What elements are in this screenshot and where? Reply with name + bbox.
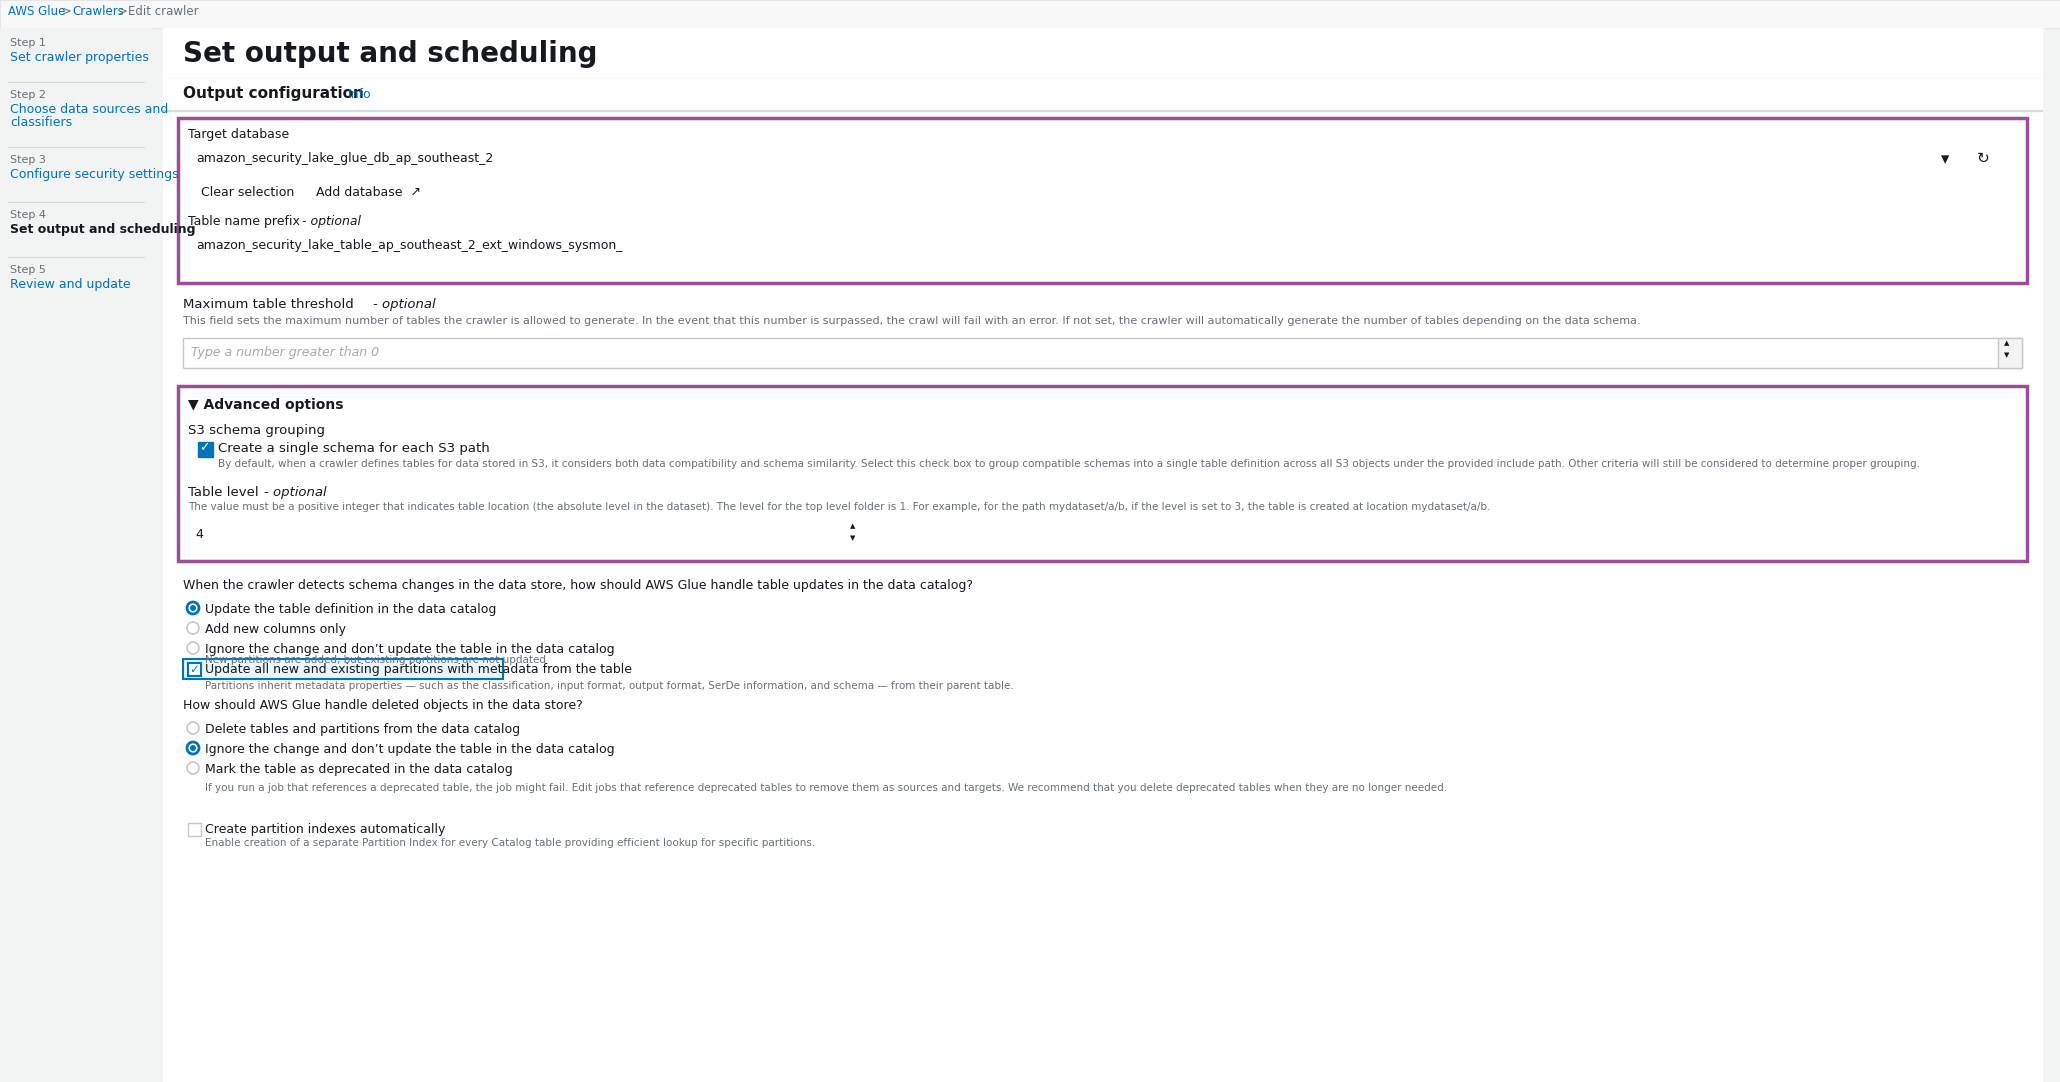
Text: S3 schema grouping: S3 schema grouping: [187, 424, 325, 437]
Bar: [1928, 145, 1967, 173]
Bar: [187, 180, 297, 206]
Bar: [187, 663, 202, 676]
Circle shape: [190, 745, 196, 751]
Text: Ignore the change and don’t update the table in the data catalog: Ignore the change and don’t update the t…: [206, 643, 614, 656]
Text: Enable creation of a separate Partition Index for every Catalog table providing : Enable creation of a separate Partition …: [206, 837, 816, 848]
Text: Step 4: Step 4: [10, 210, 45, 220]
Text: ✓: ✓: [200, 441, 210, 454]
Circle shape: [187, 722, 200, 734]
Text: Edit crawler: Edit crawler: [128, 5, 198, 18]
Bar: [1969, 145, 2000, 173]
Text: >: >: [62, 5, 72, 18]
Text: Step 5: Step 5: [10, 265, 45, 275]
Text: ▲: ▲: [2004, 340, 2008, 346]
Circle shape: [187, 602, 200, 613]
Text: Update the table definition in the data catalog: Update the table definition in the data …: [206, 603, 496, 616]
Text: ▼: ▼: [851, 535, 855, 541]
Bar: [845, 522, 867, 549]
Text: Maximum table threshold: Maximum table threshold: [183, 298, 354, 311]
Text: Step 3: Step 3: [10, 155, 45, 164]
Text: Delete tables and partitions from the data catalog: Delete tables and partitions from the da…: [206, 723, 519, 736]
Text: Choose data sources and: Choose data sources and: [10, 103, 169, 116]
Text: - optional: - optional: [373, 298, 435, 311]
Text: Set output and scheduling: Set output and scheduling: [10, 223, 196, 236]
Bar: [187, 145, 1928, 173]
Text: Output configuration: Output configuration: [183, 85, 365, 101]
Text: When the crawler detects schema changes in the data store, how should AWS Glue h: When the crawler detects schema changes …: [183, 579, 972, 592]
Bar: [163, 78, 2041, 110]
Text: Ignore the change and don’t update the table in the data catalog: Ignore the change and don’t update the t…: [206, 743, 614, 756]
Text: amazon_security_lake_glue_db_ap_southeast_2: amazon_security_lake_glue_db_ap_southeas…: [196, 151, 492, 164]
Text: If you run a job that references a deprecated table, the job might fail. Edit jo: If you run a job that references a depre…: [206, 783, 1446, 793]
Text: 4: 4: [196, 528, 202, 541]
Text: AWS Glue: AWS Glue: [8, 5, 66, 18]
Text: Set output and scheduling: Set output and scheduling: [183, 40, 597, 68]
Text: Set crawler properties: Set crawler properties: [10, 51, 148, 64]
Text: amazon_security_lake_table_ap_southeast_2_ext_windows_sysmon_: amazon_security_lake_table_ap_southeast_…: [196, 239, 622, 252]
Bar: [1998, 338, 2023, 368]
Bar: [303, 180, 418, 206]
Text: How should AWS Glue handle deleted objects in the data store?: How should AWS Glue handle deleted objec…: [183, 699, 583, 712]
Text: Table name prefix: Table name prefix: [187, 215, 301, 228]
Text: ✓: ✓: [190, 663, 200, 676]
Text: - optional: - optional: [303, 215, 360, 228]
Bar: [187, 232, 2017, 260]
Text: By default, when a crawler defines tables for data stored in S3, it considers bo: By default, when a crawler defines table…: [218, 459, 1920, 469]
Text: New partitions are added, but existing partitions are not updated: New partitions are added, but existing p…: [206, 655, 546, 665]
Text: ▼ Advanced options: ▼ Advanced options: [187, 398, 344, 412]
Circle shape: [187, 642, 200, 654]
Circle shape: [187, 762, 200, 774]
Text: Step 2: Step 2: [10, 90, 45, 100]
Text: Review and update: Review and update: [10, 278, 130, 291]
Text: Target database: Target database: [187, 128, 288, 141]
Text: classifiers: classifiers: [10, 116, 72, 129]
Text: Table level: Table level: [187, 486, 260, 499]
Text: - optional: - optional: [264, 486, 328, 499]
Text: ▼: ▼: [2004, 352, 2008, 358]
Text: Configure security settings: Configure security settings: [10, 168, 179, 181]
Bar: [187, 823, 202, 836]
Circle shape: [187, 742, 200, 754]
Bar: [187, 522, 867, 549]
Bar: [198, 443, 212, 457]
Bar: [183, 338, 2023, 368]
Text: ▾: ▾: [1941, 150, 1949, 168]
Text: Crawlers: Crawlers: [72, 5, 124, 18]
Text: Type a number greater than 0: Type a number greater than 0: [192, 346, 379, 359]
Text: Update all new and existing partitions with metadata from the table: Update all new and existing partitions w…: [206, 663, 632, 676]
Text: Clear selection: Clear selection: [202, 186, 295, 199]
Text: The value must be a positive integer that indicates table location (the absolute: The value must be a positive integer tha…: [187, 502, 1489, 512]
Circle shape: [190, 605, 196, 611]
Text: Create a single schema for each S3 path: Create a single schema for each S3 path: [218, 443, 490, 456]
Bar: [177, 386, 2027, 560]
Bar: [0, 0, 2060, 28]
Text: Info: Info: [348, 88, 371, 101]
Circle shape: [187, 622, 200, 634]
Bar: [0, 28, 152, 1082]
Text: This field sets the maximum number of tables the crawler is allowed to generate.: This field sets the maximum number of ta…: [183, 316, 1640, 326]
Text: Create partition indexes automatically: Create partition indexes automatically: [206, 823, 445, 836]
Text: ↻: ↻: [1978, 151, 1990, 166]
Text: >: >: [117, 5, 128, 18]
Text: Add new columns only: Add new columns only: [206, 623, 346, 636]
Text: Step 1: Step 1: [10, 38, 45, 48]
Text: Add database  ↗: Add database ↗: [315, 186, 420, 199]
Bar: [183, 659, 503, 679]
Text: Partitions inherit metadata properties — such as the classification, input forma: Partitions inherit metadata properties —…: [206, 681, 1014, 691]
Text: ▲: ▲: [851, 523, 855, 529]
Text: Mark the table as deprecated in the data catalog: Mark the table as deprecated in the data…: [206, 763, 513, 776]
Bar: [177, 118, 2027, 283]
